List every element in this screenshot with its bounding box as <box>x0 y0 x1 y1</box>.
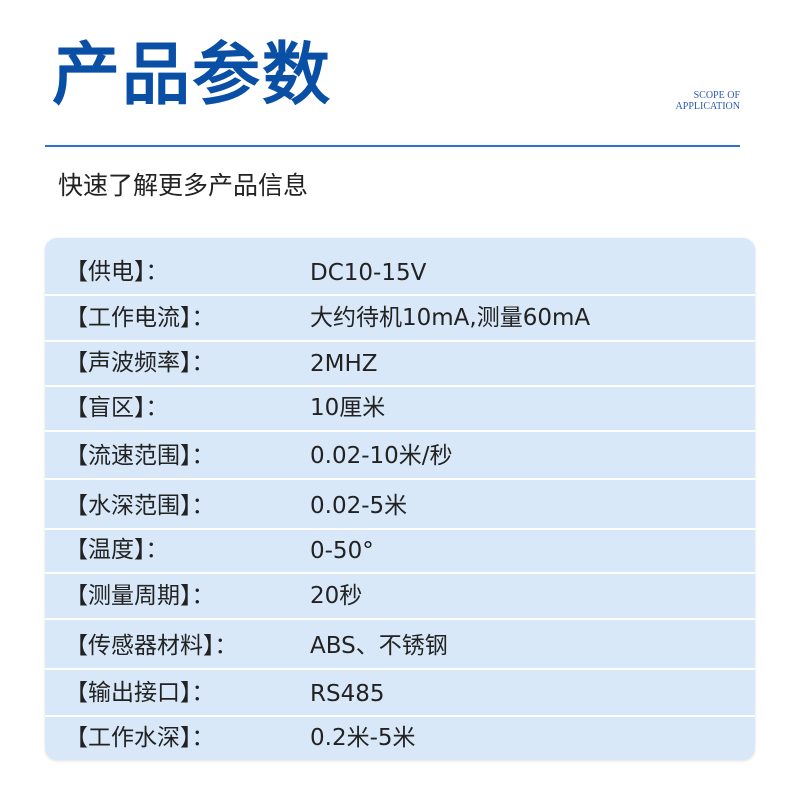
scope-line-1: SCOPE OF <box>693 90 740 101</box>
spec-value: 20秒 <box>310 583 363 609</box>
spec-value: 10厘米 <box>310 395 386 421</box>
spec-row: 【声波频率】： 2MHZ <box>45 342 755 387</box>
spec-value: 0.02-10米/秒 <box>310 443 453 469</box>
spec-row: 【流速范围】： 0.02-10米/秒 <box>45 432 755 480</box>
spec-table: 【供电】： DC10-15V 【工作电流】： 大约待机10mA,测量60mA 【声波频率… <box>45 238 755 760</box>
spec-label: 【水深范围】： <box>65 493 215 519</box>
spec-row: 【传感器材料】： ABS、不锈钢 <box>45 620 755 670</box>
spec-row: 【水深范围】： 0.02-5米 <box>45 480 755 530</box>
spec-label: 【工作电流】： <box>65 305 215 331</box>
page-title: 产品参数 <box>52 35 333 115</box>
spec-value: 0.02-5米 <box>310 493 408 519</box>
spec-label: 【流速范围】： <box>65 443 215 469</box>
spec-row: 【工作电流】： 大约待机10mA,测量60mA <box>45 296 755 342</box>
spec-value: 0-50° <box>310 538 374 564</box>
spec-label: 【测量周期】： <box>65 583 215 609</box>
spec-value: RS485 <box>310 681 385 707</box>
spec-row: 【盲区】： 10厘米 <box>45 387 755 432</box>
spec-label: 【温度】： <box>65 537 169 563</box>
spec-value: ABS、不锈钢 <box>310 633 448 659</box>
spec-row: 【工作水深】： 0.2米-5米 <box>45 717 755 760</box>
divider <box>45 145 740 147</box>
spec-label: 【声波频率】： <box>65 350 215 376</box>
spec-label: 【工作水深】： <box>65 725 215 751</box>
spec-label: 【传感器材料】： <box>65 633 238 659</box>
spec-value: 0.2米-5米 <box>310 725 416 751</box>
spec-value: 2MHZ <box>310 351 378 377</box>
spec-value: 大约待机10mA,测量60mA <box>310 305 591 331</box>
spec-label: 【输出接口】： <box>65 680 215 706</box>
spec-label: 【盲区】： <box>65 395 169 421</box>
spec-row: 【供电】： DC10-15V <box>45 238 755 296</box>
spec-row: 【输出接口】： RS485 <box>45 670 755 717</box>
subtitle: 快速了解更多产品信息 <box>58 171 309 200</box>
spec-value: DC10-15V <box>310 260 427 286</box>
spec-label: 【供电】： <box>65 259 169 285</box>
spec-row: 【测量周期】： 20秒 <box>45 574 755 620</box>
spec-row: 【温度】： 0-50° <box>45 530 755 574</box>
scope-line-2: APPLICATION <box>675 101 740 112</box>
scope-label: SCOPE OF APPLICATION <box>676 90 740 112</box>
